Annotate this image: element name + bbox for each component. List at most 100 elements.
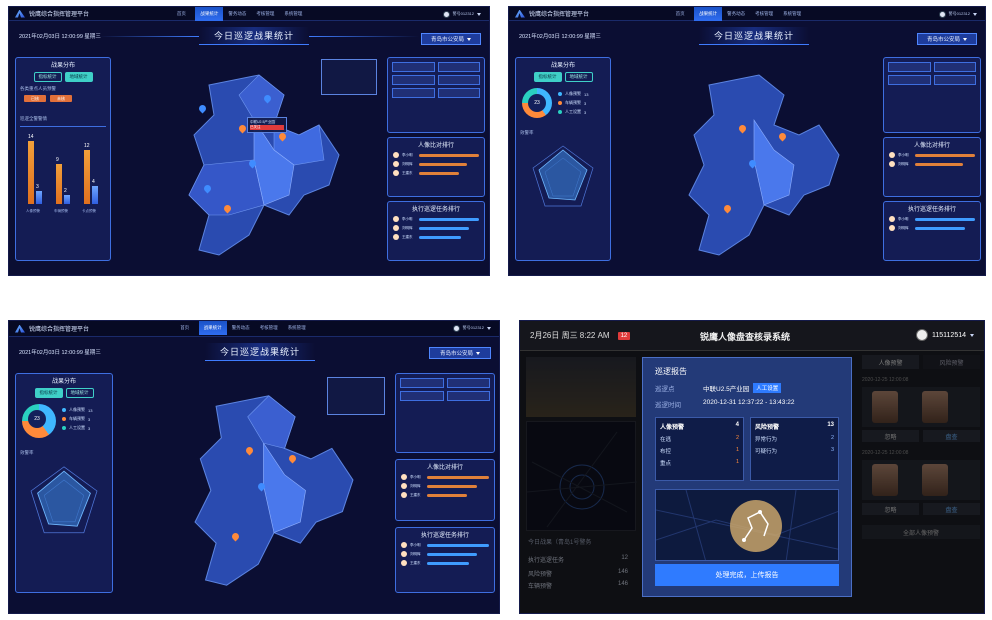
rank-row: 刘明辉 [889, 225, 975, 231]
dashboard-panel-2: 锐鹰综合指挥管理平台 首页 战果统计 警务动态 考核管理 系统管理 警号0123… [508, 6, 986, 276]
tab-face-alert[interactable]: 人像预警 [862, 355, 919, 369]
rank-name: 刘明辉 [402, 161, 413, 166]
segmented-control: 指标统计 地域统计 [516, 72, 610, 82]
tab-risk-alert[interactable]: 风险预警 [923, 355, 980, 369]
nav-stats[interactable]: 战果统计 [195, 7, 224, 21]
inspect-button[interactable]: 盘查 [923, 430, 980, 442]
avatar [393, 225, 399, 231]
nav-assess[interactable]: 考核管理 [755, 11, 774, 16]
card-row-value: 3 [830, 447, 834, 453]
legend-label: 人工设置 [565, 109, 581, 114]
radar-chart [532, 145, 594, 207]
nav-assess[interactable]: 考核管理 [259, 325, 278, 330]
report-cards: 人像预警 4 在逃 2 布控 1 重点 1 风险预警 13 异常行为 2 可疑行为 3 [655, 417, 839, 481]
nav-stats[interactable]: 战果统计 [694, 7, 723, 21]
chip-unchecked[interactable]: 未核 [50, 95, 72, 102]
report-time-row: 巡逻时间 2020-12-31 12:37:22 - 13:43:22 [655, 399, 851, 409]
rank-title: 执行巡逻任务排行 [411, 207, 460, 213]
rank-title: 人像比对排行 [913, 143, 950, 149]
seg-region[interactable]: 地域统计 [564, 72, 593, 82]
bg-row: 车辆预警 146 [528, 581, 628, 590]
nav-police[interactable]: 警务动态 [231, 325, 250, 330]
seg-region[interactable]: 地域统计 [64, 72, 93, 82]
user-menu[interactable]: 警号012312 [452, 321, 491, 335]
nav-assess[interactable]: 考核管理 [256, 11, 275, 16]
all-alerts-button[interactable]: 全部人像预警 [862, 525, 980, 539]
donut-legend: 人像预警 13 车辆预警 3 人工设置 3 [62, 404, 92, 438]
legend-row: 人工设置 3 [62, 425, 92, 431]
bar-value-label: 4 [92, 179, 95, 185]
legend-value: 3 [584, 109, 587, 115]
nav-system[interactable]: 系统管理 [783, 11, 802, 16]
ignore-button[interactable]: 忽略 [862, 503, 919, 515]
rank-bar [419, 153, 479, 157]
legend-row: 车辆预警 3 [558, 100, 588, 106]
filter-box[interactable] [327, 377, 385, 415]
rank-name: 王建东 [402, 234, 413, 239]
rank-name: 李小明 [898, 152, 909, 157]
card-row-label: 布控 [660, 449, 672, 455]
seg-indicator[interactable]: 指标统计 [34, 388, 63, 398]
route-map[interactable] [655, 489, 839, 561]
alert-card[interactable] [862, 460, 980, 500]
seg-indicator[interactable]: 指标统计 [533, 72, 562, 82]
filter-box[interactable] [321, 59, 377, 95]
bg-row: 风险预警 146 [528, 569, 628, 578]
alert-card[interactable] [862, 387, 980, 427]
city-select[interactable]: 青岛市公安局 [421, 33, 481, 45]
avatar [401, 560, 407, 566]
report-user-menu[interactable]: 115112514 [916, 329, 974, 341]
bar-value-label: 12 [84, 143, 90, 149]
seg-region[interactable]: 地域统计 [65, 388, 94, 398]
region-map[interactable] [669, 65, 859, 265]
rank-bar [419, 171, 459, 175]
map-svg [188, 74, 340, 256]
submit-report-button[interactable]: 处理完成，上传报告 [655, 564, 839, 586]
alert-badge[interactable]: 12 [617, 331, 631, 340]
inspect-button[interactable]: 盘查 [923, 503, 980, 515]
chip-checked[interactable]: 已核 [24, 95, 46, 102]
chart-bar [28, 141, 34, 204]
city-select[interactable]: 青岛市公安局 [917, 33, 977, 45]
chevron-down-icon [487, 326, 491, 330]
ignore-button[interactable]: 忽略 [862, 430, 919, 442]
avatar [401, 542, 407, 548]
rank-name: 李小明 [401, 216, 413, 221]
avatar [889, 225, 895, 231]
rank-bar [915, 226, 965, 230]
stats-cell [446, 391, 490, 401]
avatar [401, 492, 407, 498]
nav-home[interactable]: 首页 [176, 11, 186, 16]
rank-name: 刘明辉 [402, 225, 413, 230]
rank-bar [418, 217, 479, 221]
nav-system[interactable]: 系统管理 [284, 11, 303, 16]
nav-system[interactable]: 系统管理 [287, 325, 306, 330]
stats-cell [888, 75, 931, 85]
chart-bar [84, 150, 90, 204]
rank-name: 王建东 [410, 492, 421, 497]
user-menu[interactable]: 警号012312 [938, 7, 977, 21]
region-map[interactable] [174, 383, 374, 598]
popup-line: 已关注 [250, 125, 284, 130]
nav-police[interactable]: 警务动态 [727, 11, 746, 16]
nav-police[interactable]: 警务动态 [228, 11, 247, 16]
user-name: 警号012312 [452, 11, 474, 16]
city-select[interactable]: 青岛市公安局 [429, 347, 491, 359]
seg-indicator[interactable]: 指标统计 [33, 72, 62, 82]
nav-stats[interactable]: 战果统计 [198, 321, 227, 335]
stats-cell [437, 62, 480, 72]
legend-dot [558, 101, 562, 105]
rank-row: 李小明 [889, 216, 975, 222]
avatar [393, 161, 399, 167]
legend-value: 3 [88, 425, 91, 431]
stats-cell [437, 75, 480, 85]
region-map[interactable]: 中联U2.5产业园 已关注 [169, 65, 359, 265]
rank-panel-face: 人像比对排行 李小明 刘明辉 [883, 137, 981, 197]
user-menu[interactable]: 警号012312 [442, 7, 481, 21]
card-row: 布控 1 [660, 447, 739, 455]
card-title: 风险预警 [755, 425, 780, 431]
nav-home[interactable]: 首页 [180, 325, 190, 330]
nav-home[interactable]: 首页 [675, 11, 685, 16]
